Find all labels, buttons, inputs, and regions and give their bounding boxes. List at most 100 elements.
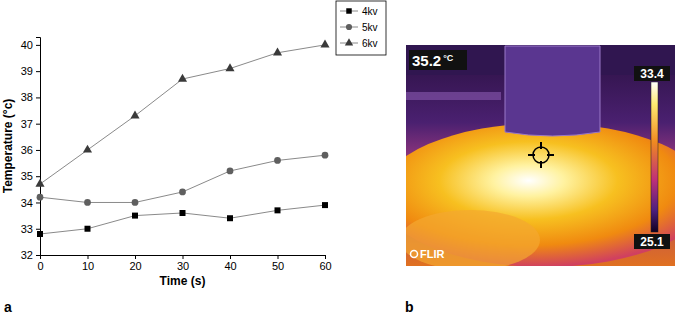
x-tick-label: 50 [272, 260, 284, 272]
marker [37, 194, 44, 201]
legend-marker [346, 24, 352, 30]
y-tick-label: 34 [21, 196, 33, 208]
x-tick-mark [88, 255, 89, 259]
marker [132, 213, 138, 219]
x-tick-label: 10 [82, 260, 94, 272]
thermal-scene [406, 92, 501, 100]
x-tick-label: 60 [319, 260, 331, 272]
marker [83, 145, 92, 153]
marker [322, 152, 329, 159]
marker [180, 210, 186, 216]
x-tick: 60 [319, 255, 331, 272]
y-axis-line [36, 38, 41, 256]
y-axis: 32 33 34 35 36 37 38 39 40 [21, 38, 41, 262]
marker [179, 189, 186, 196]
y-tick-label: 37 [21, 118, 33, 130]
x-tick: 20 [129, 255, 141, 272]
logo: FLIR [420, 248, 444, 260]
marker [227, 215, 233, 221]
marker [35, 179, 44, 187]
legend-box [336, 1, 386, 55]
y-tick: 36 [21, 144, 40, 156]
x-tick-mark [325, 255, 326, 259]
series [37, 152, 329, 206]
y-tick: 37 [21, 118, 40, 130]
legend-label: 5kv [362, 22, 378, 33]
series-line [40, 205, 325, 234]
x-tick: 10 [82, 255, 94, 272]
y-tick: 35 [21, 170, 40, 182]
marker [227, 168, 234, 175]
y-tick: 40 [21, 39, 40, 51]
x-tick-mark [135, 255, 136, 259]
crosshair-tick [540, 142, 542, 149]
marker [85, 226, 91, 232]
colorbar-label: 25.1 [640, 235, 664, 249]
series [37, 202, 328, 237]
crosshair-tick [540, 161, 542, 168]
y-tick-mark [36, 124, 40, 125]
y-tick-mark [36, 45, 40, 46]
x-tick: 50 [272, 255, 284, 272]
marker [37, 231, 43, 237]
x-tick-label: 30 [177, 260, 189, 272]
series [35, 40, 329, 187]
x-tick-mark [230, 255, 231, 259]
crosshair-tick [528, 154, 535, 156]
y-tick: 39 [21, 65, 40, 77]
spot-box [409, 50, 467, 70]
colorbar-label-box [634, 234, 670, 249]
colorbar [651, 82, 658, 232]
x-tick-label: 20 [129, 260, 141, 272]
y-tick-mark [36, 255, 40, 256]
y-tick-mark [36, 97, 40, 98]
y-tick-label: 32 [21, 249, 33, 261]
marker [273, 47, 282, 55]
logo-mark [411, 251, 418, 258]
legend: 4kv 5kv 6kv [336, 1, 386, 55]
x-tick-label: 0 [37, 260, 43, 272]
y-tick-label: 39 [21, 65, 33, 77]
x-tick: 30 [177, 255, 189, 272]
y-tick-mark [36, 150, 40, 151]
spot-unit: °C [443, 53, 454, 63]
y-axis-title: Temperature (°c) [1, 99, 15, 194]
colorbar-label-box [634, 66, 670, 81]
marker [275, 207, 281, 213]
x-tick-label: 40 [224, 260, 236, 272]
x-axis: 0 10 20 30 40 50 60 [37, 255, 331, 272]
y-tick-label: 38 [21, 91, 33, 103]
crosshair [528, 142, 554, 168]
spot-value: 35.2 [412, 52, 441, 69]
marker [322, 202, 328, 208]
nozzle [505, 46, 600, 136]
crosshair-ring [533, 147, 549, 163]
marker [130, 111, 139, 119]
y-tick-label: 33 [21, 223, 33, 235]
x-tick: 40 [224, 255, 236, 272]
y-tick: 32 [21, 249, 40, 261]
y-tick-label: 40 [21, 39, 33, 51]
marker [225, 63, 234, 71]
y-tick-mark [36, 71, 40, 72]
spot-reading: 35.2°C [412, 52, 454, 69]
marker [320, 40, 329, 48]
y-tick-label: 35 [21, 170, 33, 182]
y-tick-label: 36 [21, 144, 33, 156]
y-tick: 38 [21, 91, 40, 103]
panel-label: a [4, 299, 12, 315]
marker [274, 157, 281, 164]
y-tick-mark [36, 202, 40, 203]
marker [84, 199, 91, 206]
legend-label: 6kv [362, 38, 378, 49]
legend-label: 4kv [362, 6, 378, 17]
crosshair-tick [547, 154, 554, 156]
legend-marker [345, 38, 353, 45]
marker [132, 199, 139, 206]
colorbar-label: 33.4 [640, 67, 664, 81]
series-line [40, 155, 325, 202]
x-tick-mark [278, 255, 279, 259]
thermal-scene [406, 210, 540, 266]
panel-label: b [405, 299, 414, 315]
x-tick-mark [183, 255, 184, 259]
